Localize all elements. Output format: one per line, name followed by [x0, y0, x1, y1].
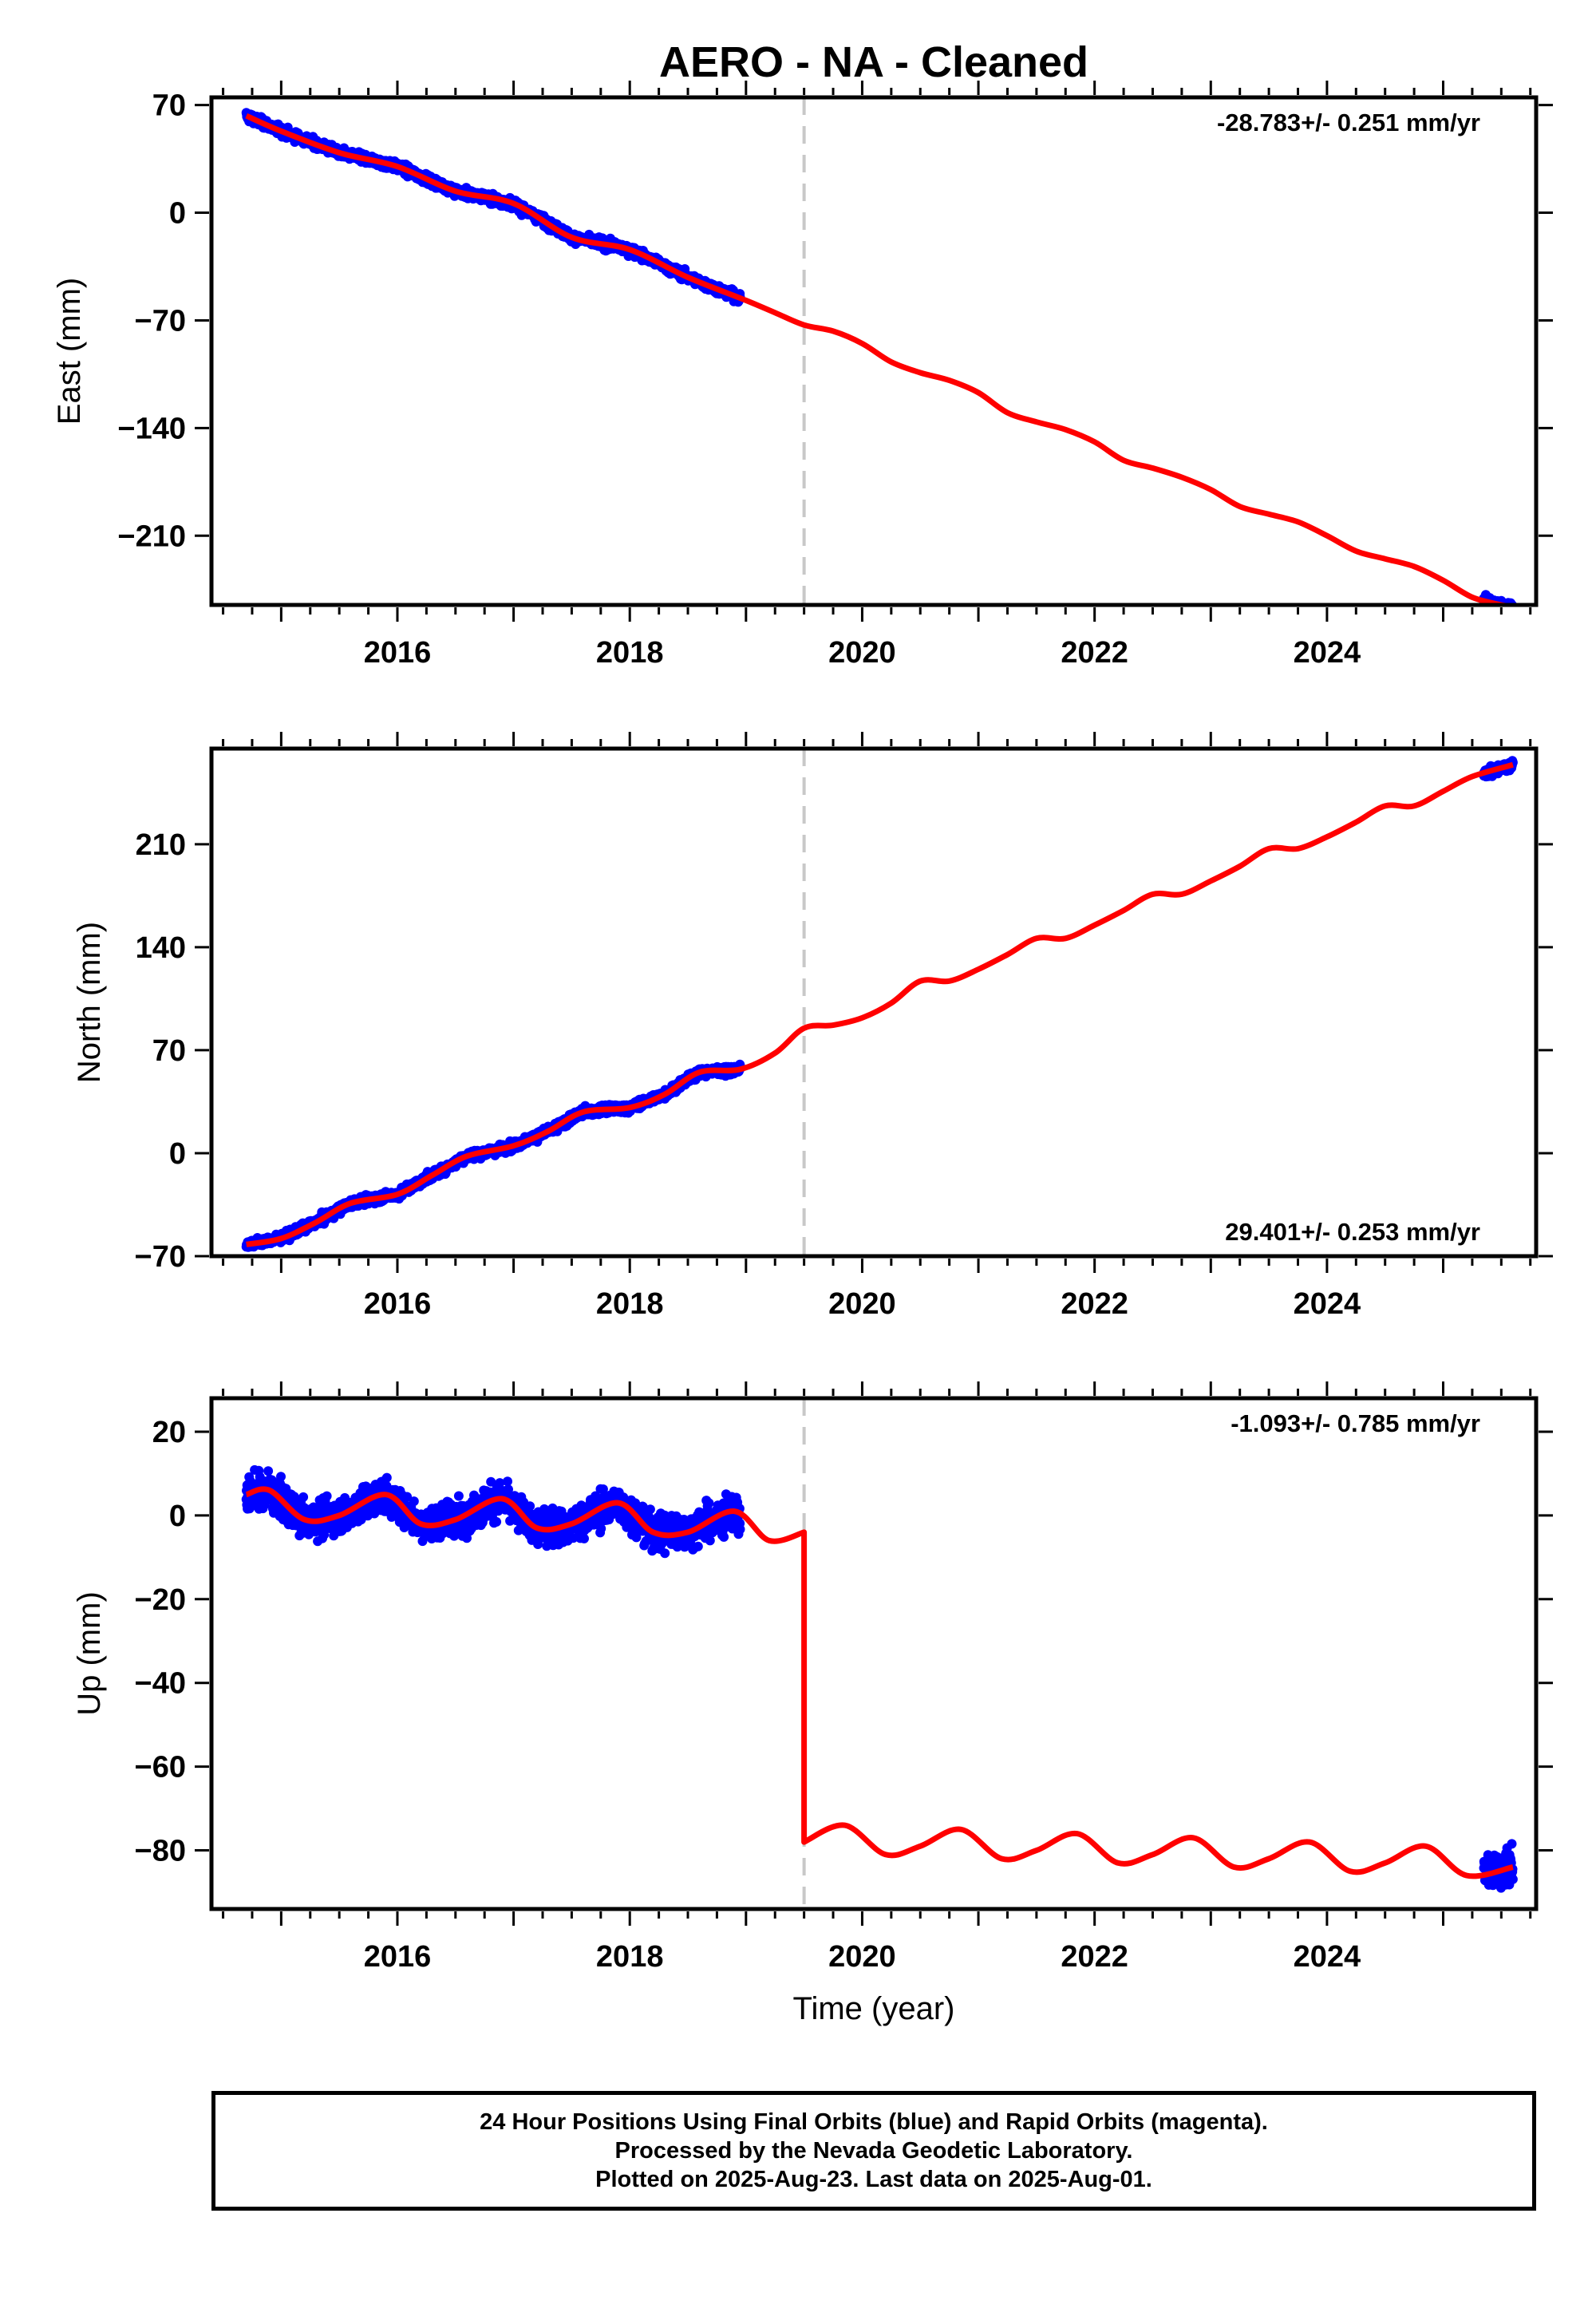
plot-frame [209, 746, 1539, 1259]
data-point [263, 1466, 274, 1476]
y-axis-label: East (mm) [52, 278, 87, 425]
x-tick-label: 2016 [364, 1287, 432, 1321]
y-tick-label: 0 [169, 1137, 186, 1171]
x-tick-label: 2020 [828, 636, 896, 670]
data-point [409, 1496, 419, 1507]
data-point [495, 1478, 505, 1488]
data-point [402, 1492, 413, 1502]
panel-north: 2016 2018 2020 2022 2024 210 140 70 0 −70 North (m… [72, 732, 1553, 1321]
x-tick-label: 2018 [596, 636, 664, 670]
data-point [453, 1491, 464, 1501]
data-point [322, 1491, 332, 1501]
x-tick-label: 2024 [1294, 1287, 1361, 1321]
data-point [462, 1533, 472, 1543]
data-point [298, 1492, 309, 1502]
y-tick-label: 0 [169, 197, 186, 231]
y-axis-label: North (mm) [72, 922, 107, 1083]
data-point [276, 1472, 286, 1482]
x-tick-label: 2022 [1061, 636, 1128, 670]
chart-title: AERO - NA - Cleaned [659, 38, 1088, 86]
plot-frame [209, 95, 1539, 607]
model-curve [246, 761, 1514, 1247]
x-tick-label: 2022 [1061, 1287, 1128, 1321]
y-tick-label: 210 [136, 828, 186, 862]
x-tick-label: 2024 [1294, 636, 1361, 670]
y-tick-label: 70 [152, 89, 186, 123]
observed-points [241, 1464, 1518, 1893]
x-tick-label: 2020 [828, 1287, 896, 1321]
rate-annotation: -28.783+/- 0.251 mm/yr [1217, 109, 1480, 136]
y-tick-label: −70 [135, 1240, 186, 1274]
panel-east: 2016 2018 2020 2022 2024 70 0 −70 −140 −210 East (… [52, 81, 1553, 670]
y-tick-label: −210 [117, 520, 186, 553]
y-tick-label: −140 [117, 412, 186, 445]
y-tick-label: 70 [152, 1034, 186, 1068]
data-point [503, 1476, 512, 1487]
y-tick-label: 140 [136, 931, 186, 965]
rate-annotation: 29.401+/- 0.253 mm/yr [1225, 1218, 1480, 1246]
x-tick-label: 2016 [364, 636, 432, 670]
data-point [492, 1516, 502, 1527]
data-point [1507, 606, 1517, 615]
y-tick-label: −70 [135, 304, 186, 338]
x-tick-label: 2018 [596, 1287, 664, 1321]
data-point [381, 1472, 392, 1483]
model-curve [245, 113, 1514, 605]
